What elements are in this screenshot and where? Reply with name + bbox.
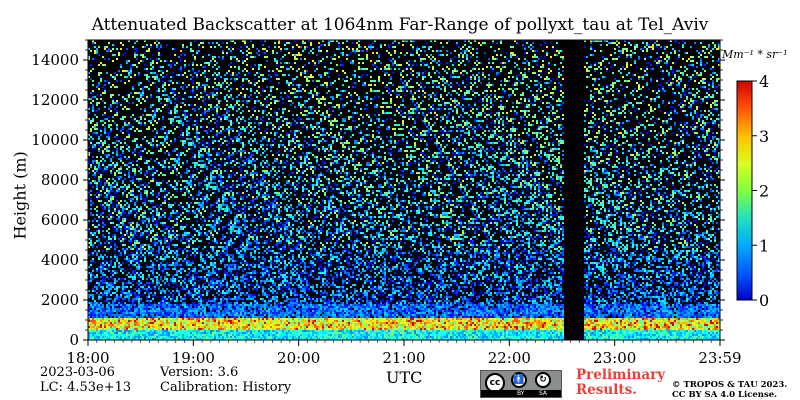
x-tick-label: 22:00 bbox=[488, 349, 531, 367]
x-tick-label: 21:00 bbox=[382, 349, 425, 367]
x-tick-label: 18:00 bbox=[66, 349, 109, 367]
y-tick-label: 4000 bbox=[41, 251, 79, 269]
y-tick-label: 12000 bbox=[31, 91, 79, 109]
preliminary-line-1: Preliminary bbox=[576, 368, 665, 383]
axes: 0 2000 4000 6000 8000 10000 12000 14000 18:00 19:… bbox=[31, 39, 742, 367]
y-axis-label: Height (m) bbox=[11, 151, 30, 239]
y-tick-label: 10000 bbox=[31, 131, 79, 149]
cc-license-badge: cc 🚹 ↻ BY SA bbox=[480, 370, 562, 398]
colorbar-unit-label: Mm⁻¹ * sr⁻¹ bbox=[722, 48, 788, 61]
x-tick-label: 19:00 bbox=[172, 349, 215, 367]
footer-date: 2023-03-06 bbox=[40, 365, 115, 381]
y-tick-label: 0 bbox=[69, 331, 79, 349]
y-tick-label: 2000 bbox=[41, 291, 79, 309]
copyright-notice: © TROPOS & TAU 2023. CC BY SA 4.0 Licens… bbox=[672, 380, 787, 400]
cc-strip: BY SA bbox=[481, 390, 561, 397]
preliminary-notice: Preliminary Results. bbox=[576, 368, 665, 398]
colorbar-ticks: 0 1 2 3 4 bbox=[752, 72, 769, 310]
chart-title: Attenuated Backscatter at 1064nm Far-Ran… bbox=[0, 15, 800, 35]
colorbar bbox=[736, 80, 753, 301]
sa-share-icon: ↻ bbox=[535, 372, 551, 388]
data-gap bbox=[565, 40, 584, 340]
x-tick-label: 23:00 bbox=[593, 349, 636, 367]
heatmap-area bbox=[88, 40, 720, 340]
colorbar-tick-label: 2 bbox=[759, 182, 769, 201]
colorbar-tick-label: 1 bbox=[759, 236, 769, 255]
footer-version: Version: 3.6 bbox=[160, 365, 238, 381]
x-axis-label: UTC bbox=[386, 368, 422, 387]
colorbar-tick-label: 0 bbox=[759, 291, 769, 310]
y-tick-label: 6000 bbox=[41, 211, 79, 229]
noise-pixels bbox=[88, 40, 720, 340]
sa-label: SA bbox=[539, 390, 547, 397]
colorbar-tick-label: 4 bbox=[759, 72, 769, 91]
x-tick-label: 20:00 bbox=[277, 349, 320, 367]
by-person-icon: 🚹 bbox=[511, 372, 527, 388]
y-tick-label: 14000 bbox=[31, 51, 79, 69]
footer-calibration: Calibration: History bbox=[160, 380, 291, 396]
copyright-line-1: © TROPOS & TAU 2023. bbox=[672, 380, 787, 390]
by-label: BY bbox=[517, 390, 524, 397]
preliminary-line-2: Results. bbox=[576, 383, 665, 398]
footer-lc: LC: 4.53e+13 bbox=[40, 380, 131, 396]
y-tick-label: 8000 bbox=[41, 171, 79, 189]
cc-logo-icon: cc bbox=[485, 373, 505, 393]
x-tick-label: 23:59 bbox=[698, 349, 741, 367]
copyright-line-2: CC BY SA 4.0 License. bbox=[672, 390, 787, 400]
colorbar-tick-label: 3 bbox=[759, 127, 769, 146]
